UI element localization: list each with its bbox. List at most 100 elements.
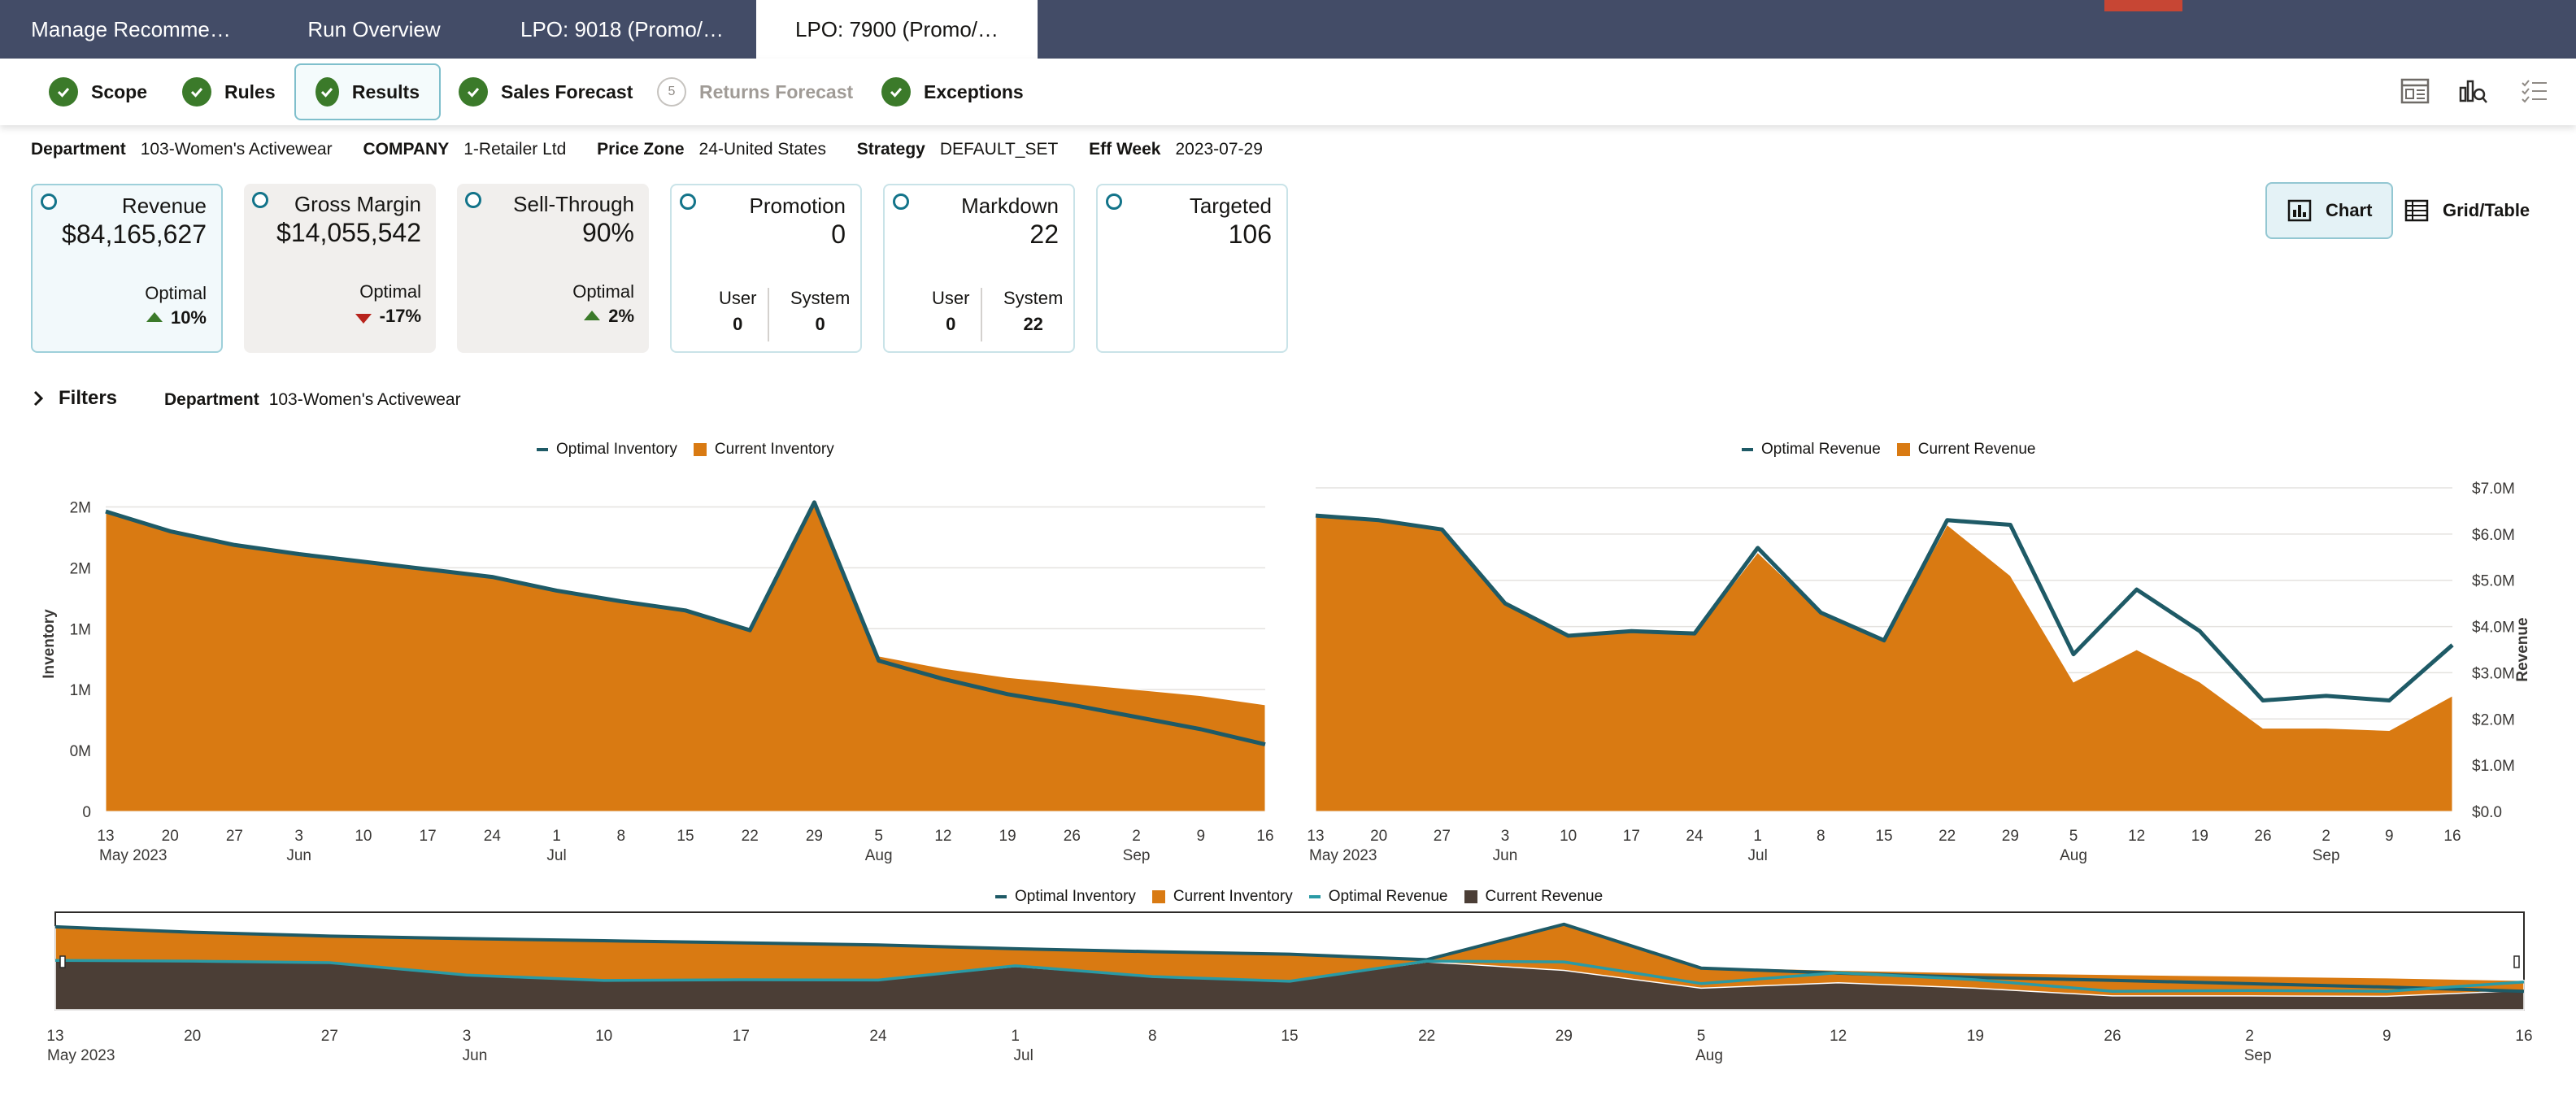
filter-department: Department 103-Women's Activewear: [164, 390, 461, 410]
y-tick-label: $3.0M: [2472, 665, 2515, 682]
card-title: Promotion: [749, 194, 846, 218]
card-title: Revenue: [121, 194, 207, 218]
checklist-icon[interactable]: [2519, 76, 2555, 109]
chart-view-button[interactable]: Chart: [2265, 182, 2394, 239]
month-label: Jun: [286, 847, 311, 864]
radio-icon[interactable]: [1106, 194, 1122, 210]
month-label: Sep: [2313, 847, 2340, 864]
x-tick-label: 20: [162, 828, 179, 845]
targeted-card[interactable]: Targeted 106: [1096, 184, 1288, 353]
legend-item[interactable]: Optimal Revenue: [1308, 888, 1448, 906]
markdown-card[interactable]: Markdown 22 User 0 System 22: [883, 184, 1075, 353]
revenue-legend: Optimal Revenue Current Revenue: [1742, 441, 2052, 459]
tab-manage-recommendations[interactable]: Manage Recomme…: [31, 17, 231, 41]
step-results[interactable]: Results: [294, 63, 441, 120]
legend-item[interactable]: Optimal Revenue: [1742, 441, 1881, 459]
filter-dept-value: 103-Women's Activewear: [268, 390, 461, 409]
legend-item[interactable]: Optimal Inventory: [995, 888, 1136, 906]
legend-label: Current Revenue: [1917, 441, 2036, 458]
system-value: 0: [815, 314, 825, 334]
department-value: 103-Women's Activewear: [140, 140, 333, 159]
system-count: System 22: [1003, 288, 1063, 335]
check-circle-icon: [881, 77, 911, 107]
step-rules[interactable]: Rules: [182, 63, 276, 120]
radio-icon[interactable]: [252, 192, 268, 208]
tab-lpo-9018[interactable]: LPO: 9018 (Promo/…: [520, 17, 724, 41]
month-label: Sep: [2244, 1047, 2272, 1064]
x-tick-label: 19: [999, 828, 1016, 845]
legend-item[interactable]: Current Inventory: [693, 441, 834, 459]
gross-margin-card[interactable]: Gross Margin $14,055,542 Optimal -17%: [244, 184, 436, 353]
filters-label: Filters: [59, 387, 118, 409]
x-tick-label: 19: [1967, 1028, 1984, 1045]
x-tick-label: 9: [2382, 1028, 2391, 1045]
strategy-label: Strategy: [856, 140, 925, 159]
legend-item[interactable]: Current Revenue: [1464, 888, 1603, 906]
x-tick-label: 5: [874, 828, 883, 845]
x-tick-label: 10: [1560, 828, 1577, 845]
x-tick-label: 15: [677, 828, 694, 845]
radio-icon[interactable]: [465, 192, 481, 208]
legend-item[interactable]: Optimal Inventory: [537, 441, 677, 459]
tab-run-overview[interactable]: Run Overview: [307, 17, 441, 41]
system-label: System: [1003, 288, 1064, 308]
x-tick-label: 9: [1196, 828, 1205, 845]
x-tick-label: 16: [2515, 1028, 2532, 1045]
legend-label: Optimal Revenue: [1328, 888, 1448, 905]
chart-view-label: Chart: [2326, 200, 2373, 220]
promotion-card[interactable]: Promotion 0 User 0 System 0: [670, 184, 862, 353]
month-label: Jun: [1493, 847, 1518, 864]
x-tick-label: 16: [1256, 828, 1273, 845]
legend-label: Current Inventory: [1173, 888, 1293, 905]
user-count: User 0: [719, 288, 756, 335]
x-tick-label: 8: [616, 828, 625, 845]
system-value: 22: [1023, 314, 1043, 334]
x-tick-label: 19: [2191, 828, 2208, 845]
layout-icon[interactable]: [2399, 76, 2435, 109]
tab-lpo-7900[interactable]: LPO: 7900 (Promo/…: [756, 0, 1038, 59]
card-value: 22: [1029, 220, 1059, 249]
y-axis-title: Inventory: [41, 609, 58, 679]
y-tick-label: 1M: [70, 621, 91, 638]
eff-week-label: Eff Week: [1089, 140, 1161, 159]
sell-through-card[interactable]: Sell-Through 90% Optimal 2%: [457, 184, 649, 353]
x-tick-label: 2: [2321, 828, 2330, 845]
system-label: System: [790, 288, 851, 308]
step-label: Sales Forecast: [501, 80, 633, 102]
radio-icon[interactable]: [680, 194, 696, 210]
month-label: Aug: [865, 847, 893, 864]
filters-toggle[interactable]: Filters: [33, 387, 117, 410]
revenue-card[interactable]: Revenue $84,165,627 Optimal 10%: [31, 184, 223, 353]
step-label: Scope: [91, 80, 148, 102]
department-label: Department: [31, 140, 126, 159]
x-tick-label: 16: [2443, 828, 2461, 845]
user-label: User: [719, 288, 757, 308]
step-sales-forecast[interactable]: Sales Forecast: [459, 63, 633, 120]
card-value: 106: [1228, 220, 1272, 249]
radio-icon[interactable]: [41, 194, 57, 210]
month-label: May 2023: [99, 847, 167, 864]
user-value: 0: [946, 314, 956, 334]
step-exceptions[interactable]: Exceptions: [881, 63, 1024, 120]
chart-search-icon[interactable]: [2457, 76, 2493, 109]
x-tick-label: 29: [806, 828, 823, 845]
step-scope[interactable]: Scope: [49, 63, 147, 120]
legend-item[interactable]: Current Inventory: [1151, 888, 1293, 906]
filter-dept-label: Department: [164, 390, 259, 409]
system-count: System 0: [790, 288, 850, 335]
step-label: Exceptions: [924, 80, 1024, 102]
legend-item[interactable]: Current Revenue: [1896, 441, 2036, 459]
step-returns-forecast: 5 Returns Forecast: [657, 63, 853, 120]
range-handle-left: [59, 955, 66, 968]
step-label: Rules: [224, 80, 276, 102]
y-tick-label: $4.0M: [2472, 620, 2515, 637]
y-tick-label: $0.0: [2472, 804, 2502, 821]
x-tick-label: 13: [97, 828, 114, 845]
grid-view-button[interactable]: Grid/Table: [2404, 182, 2530, 239]
revenue-chart[interactable]: $0.0 $1.0M $2.0M $3.0M $4.0M $5.0M $6.0M $7.0M 1…: [1285, 463, 2576, 870]
card-value: 90%: [581, 218, 634, 247]
radio-icon[interactable]: [893, 194, 909, 210]
legend-line-swatch: [1308, 895, 1321, 898]
